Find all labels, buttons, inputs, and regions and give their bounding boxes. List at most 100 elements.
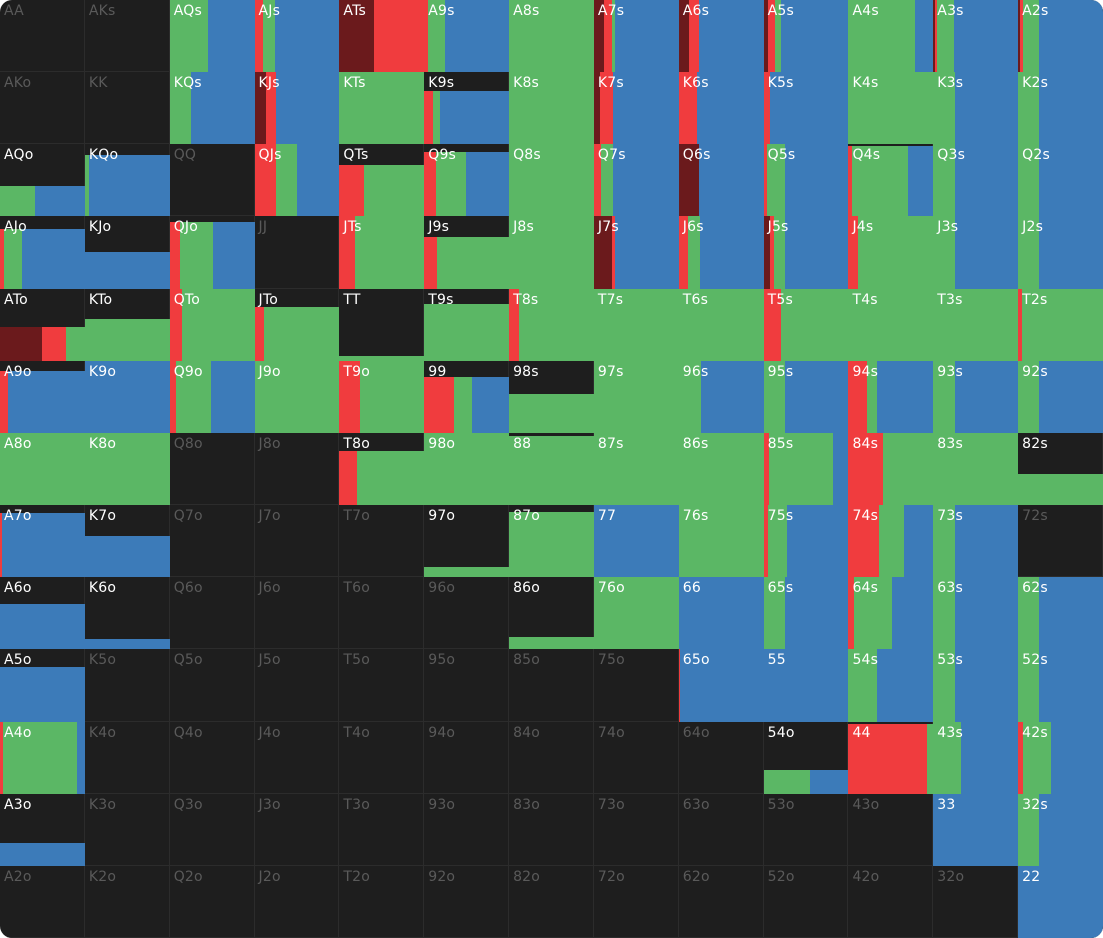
action-segment [848,146,852,217]
action-segment [857,216,934,289]
hand-cell: K4s [848,72,934,145]
hand-label: A2o [4,868,32,885]
action-segment [1039,72,1103,145]
action-segment [593,432,679,506]
hand-cell: T7o [339,505,424,577]
hand-label: K7s [597,75,624,92]
action-segment [933,72,955,145]
hand-cell: A3s [933,0,1019,73]
hand-cell: 83o [509,794,594,866]
hand-cell: T8s [509,288,594,361]
action-segment [453,376,472,433]
hand-label: AJs [258,3,281,19]
frequency-bar [509,216,594,289]
action-segment [593,216,612,289]
hand-cell: ATs [339,0,425,73]
action-segment [509,435,594,506]
hand-cell: Q6s [678,144,764,217]
action-segment [848,432,884,506]
hand-label: 96o [428,580,456,597]
action-segment [1018,144,1040,217]
frequency-bar [763,144,849,217]
hand-cell: K6s [678,72,764,145]
hand-cell: AQs [169,0,255,73]
frequency-bar [339,216,425,289]
hand-label: K5o [88,652,117,669]
frequency-bar [254,306,340,361]
hand-label: T9s [428,291,454,308]
hand-label: 54s [852,652,879,669]
action-segment [274,0,340,73]
action-segment [424,90,433,145]
hand-label: 82o [513,868,541,885]
action-segment [927,723,934,794]
action-segment [4,228,23,289]
action-segment [604,0,612,73]
action-segment [848,649,878,722]
hand-cell: A2s [1018,0,1103,73]
frequency-bar [933,505,1019,578]
hand-label: K2o [88,868,117,885]
action-segment [1018,865,1103,938]
hand-label: J3o [258,796,281,813]
action-segment [933,505,955,578]
frequency-bar [254,144,340,217]
action-segment [854,577,892,650]
hand-label: Q4o [173,724,203,741]
action-segment [84,155,90,217]
hand-label: 92o [428,868,456,885]
frequency-bar [1018,0,1103,73]
hand-label: 86s [682,435,709,452]
action-segment [84,432,170,506]
hand-cell: T7s [593,288,679,361]
hand-label: T6s [682,291,709,308]
frequency-bar [84,251,170,289]
hand-cell: 22 [1018,865,1103,938]
frequency-bar [0,432,85,506]
hand-label: 93s [937,363,964,380]
hand-cell: 87s [593,432,679,506]
frequency-bar [593,432,679,506]
hand-label: 62o [682,868,710,885]
hand-label: KJs [258,75,280,92]
hand-cell: TT [339,289,425,361]
hand-label: 76s [682,508,709,525]
action-segment [179,222,213,289]
action-segment [436,152,466,217]
hand-cell: AKs [85,0,170,72]
hand-label: 73s [937,508,964,525]
action-segment [768,432,834,506]
action-segment [509,637,594,650]
hand-label: JJ [258,219,268,236]
hand-label: 53s [937,652,964,669]
hand-cell: J4s [848,216,934,289]
hand-cell: 74o [594,722,679,794]
frequency-bar [1018,216,1103,289]
hand-cell: 98o [424,432,510,506]
hand-label: 33 [937,796,956,813]
action-segment [680,649,764,722]
action-segment [1039,793,1103,866]
action-segment [424,0,428,73]
frequency-bar [84,432,170,506]
hand-label: 72s [1022,508,1048,525]
hand-cell: 33 [933,793,1019,866]
action-segment [954,649,1019,722]
hand-label: 97s [597,363,624,380]
frequency-bar [763,360,849,433]
frequency-bar [0,603,85,650]
hand-cell: K3o [85,794,170,866]
action-segment [509,288,520,361]
frequency-bar [424,152,510,217]
hand-label: 75s [767,508,794,525]
hand-label: 22 [1022,868,1041,885]
hand-cell: J5o [255,649,340,721]
hand-label: T7o [343,508,370,525]
action-segment [936,0,954,73]
action-segment [363,165,425,217]
hand-label: A6s [682,3,710,19]
hand-label: T7s [597,291,624,308]
hand-label: A5s [767,3,794,19]
action-segment [1018,0,1020,73]
hand-label: 99 [428,363,447,380]
